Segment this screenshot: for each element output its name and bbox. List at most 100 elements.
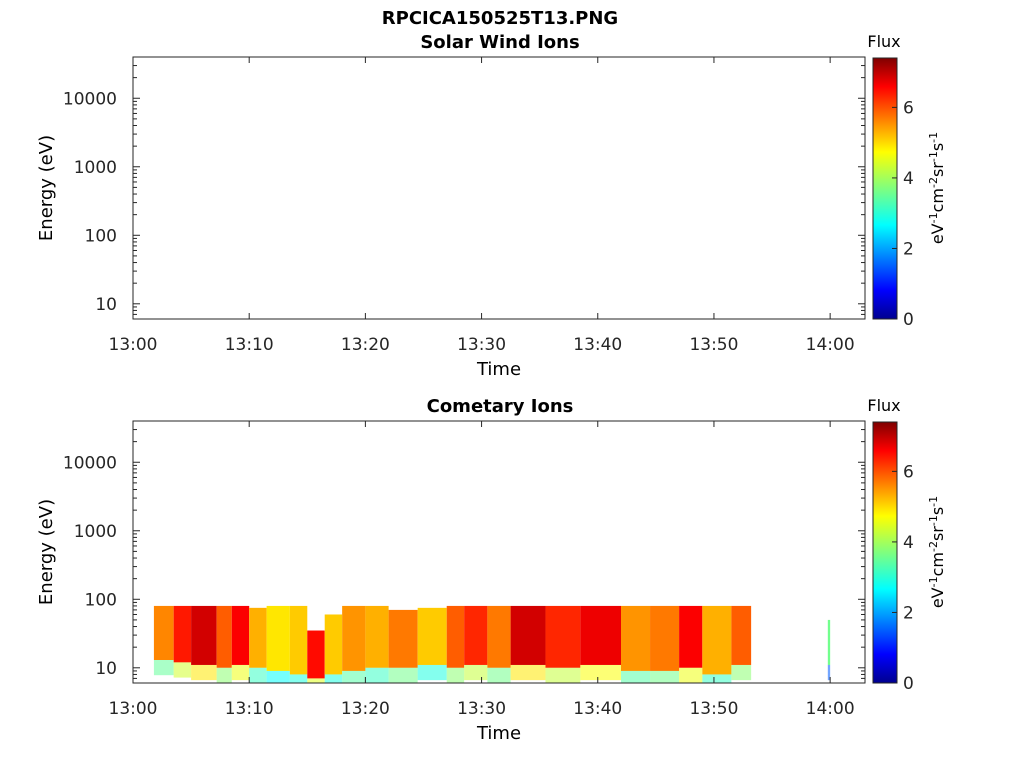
- flux-cell-low: [510, 664, 546, 681]
- colorbar-tick-label: 6: [903, 462, 914, 482]
- flux-cell-low: [731, 664, 752, 681]
- plot-frame: [132, 56, 866, 320]
- flux-cell-low: [702, 674, 732, 683]
- y-axis: 10 100 1000 10000: [63, 56, 865, 320]
- x-tick-label: 13:30: [457, 699, 506, 719]
- flux-cell: [446, 605, 465, 668]
- colorbar-tick-label: 2: [903, 239, 914, 259]
- y-axis: 10 100 1000 10000: [63, 420, 865, 684]
- flux-cell-low: [621, 670, 651, 683]
- y-tick-label: 10: [95, 295, 117, 315]
- flux-cell: [231, 605, 250, 665]
- plot-frame: [132, 420, 866, 684]
- x-tick-label: 13:30: [457, 335, 506, 355]
- x-tick-label: 14:00: [806, 699, 855, 719]
- y-axis-label: Energy (eV): [36, 499, 57, 605]
- flux-cell: [307, 630, 325, 679]
- flux-cell-low: [231, 664, 250, 681]
- x-axis-label: Time: [476, 723, 521, 744]
- flux-cell: [365, 605, 389, 668]
- colorbar-label: Flux: [867, 396, 900, 415]
- panel-title: Cometary Ions: [427, 396, 574, 417]
- flux-cell-low: [417, 664, 447, 681]
- flux-cell: [289, 605, 308, 675]
- flux-cell-low: [249, 667, 267, 683]
- flux-cell-low: [545, 667, 581, 683]
- flux-cell: [464, 605, 488, 665]
- colorbar-tick-label: 0: [903, 674, 914, 694]
- flux-cell-low: [464, 664, 488, 681]
- y-axis-label: Energy (eV): [36, 135, 57, 241]
- flux-cell-low: [580, 664, 621, 681]
- x-axis: 13:00 13:10 13:20 13:30 13:40 13:50 14:00: [109, 421, 855, 719]
- flux-cell: [388, 609, 418, 668]
- flux-cell-low: [289, 674, 308, 683]
- flux-cell: [324, 614, 343, 675]
- colorbar-tick-label: 4: [903, 169, 914, 189]
- x-tick-label: 13:20: [341, 335, 390, 355]
- flux-cell-low: [365, 667, 389, 683]
- flux-cell: [342, 605, 366, 671]
- colorbar-tick-label: 4: [903, 533, 914, 553]
- colorbar-unit: eV-1cm-2sr-1s-1: [927, 496, 947, 608]
- panel-title: Solar Wind Ions: [420, 32, 579, 53]
- flux-cell-low: [153, 659, 174, 676]
- flux-cell-low: [173, 662, 192, 678]
- flux-cell: [731, 605, 752, 665]
- flux-cell-low: [679, 667, 703, 683]
- x-tick-label: 13:00: [109, 335, 158, 355]
- y-tick-label: 1000: [74, 522, 117, 542]
- x-tick-label: 13:50: [689, 699, 738, 719]
- flux-cell: [173, 605, 192, 663]
- figure-title: RPCICA150525T13.PNG: [382, 8, 618, 29]
- x-tick-label: 14:00: [806, 335, 855, 355]
- colorbar-unit: eV-1cm-2sr-1s-1: [927, 132, 947, 244]
- x-tick-label: 13:50: [689, 335, 738, 355]
- flux-cell-low: [388, 667, 418, 683]
- solar-wind-panel: Solar Wind Ions 13:00 13:10 13:20 13:30 13:4…: [36, 32, 947, 380]
- cometary-panel: Cometary Ions 13:00 13:10 13:20 13:30 13:40 1…: [36, 396, 947, 744]
- flux-cell-low: [650, 670, 680, 683]
- flux-cell-low: [216, 667, 232, 683]
- flux-cell-low: [191, 664, 217, 681]
- x-tick-label: 13:00: [109, 699, 158, 719]
- y-tick-label: 100: [85, 590, 117, 610]
- x-tick-label: 13:10: [225, 335, 274, 355]
- y-tick-label: 10000: [63, 453, 117, 473]
- colorbar: [872, 57, 898, 320]
- flux-cell: [827, 619, 831, 665]
- spectrogram-area: [153, 605, 831, 683]
- flux-cell: [191, 605, 217, 665]
- colorbar-ticks: 0 2 4 6: [892, 462, 914, 694]
- flux-cell-low: [487, 667, 511, 683]
- x-tick-label: 13:20: [341, 699, 390, 719]
- flux-cell: [650, 605, 680, 671]
- colorbar-tick-label: 6: [903, 98, 914, 118]
- flux-cell: [545, 605, 581, 668]
- flux-cell: [153, 605, 174, 660]
- flux-cell-low: [342, 670, 366, 683]
- x-tick-label: 13:40: [573, 335, 622, 355]
- flux-cell: [702, 605, 732, 675]
- flux-cell: [580, 605, 621, 665]
- y-tick-label: 100: [85, 226, 117, 246]
- flux-cell: [679, 605, 703, 668]
- flux-cell: [621, 605, 651, 671]
- y-tick-label: 10: [95, 659, 117, 679]
- flux-cell: [417, 607, 447, 665]
- flux-cell: [249, 607, 267, 668]
- colorbar-tick-label: 2: [903, 603, 914, 623]
- colorbar-tick-label: 0: [903, 310, 914, 330]
- flux-cell: [266, 605, 290, 671]
- flux-cell-low: [324, 674, 343, 683]
- flux-cell-low: [827, 664, 831, 681]
- x-axis: 13:00 13:10 13:20 13:30 13:40 13:50 14:00: [109, 57, 855, 355]
- y-tick-label: 1000: [74, 158, 117, 178]
- x-axis-label: Time: [476, 359, 521, 380]
- flux-cell: [510, 605, 546, 665]
- flux-cell-low: [266, 670, 290, 683]
- flux-cell: [487, 605, 511, 668]
- colorbar-ticks: 0 2 4 6: [892, 98, 914, 330]
- x-tick-label: 13:10: [225, 699, 274, 719]
